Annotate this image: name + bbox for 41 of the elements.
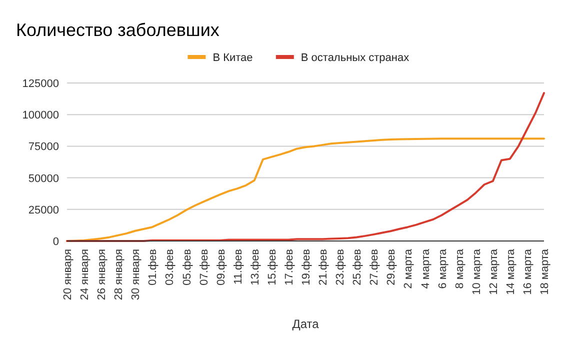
x-tick-label: 14 марта [504,248,517,295]
x-tick-label: 24 января [79,248,92,300]
x-tick-label: 16 марта [522,248,534,295]
x-tick-label: 29.фев [386,248,398,286]
y-tick-label: 100000 [22,110,59,122]
x-tick-label: 6 марта [436,248,449,289]
y-tick-label: 0 [52,236,59,248]
x-tick-label: 09.фев [215,248,228,286]
x-tick-label: 4 марта [420,248,432,289]
x-tick-label: 21.фев [318,248,330,286]
legend-label: В остальных странах [300,52,410,64]
y-tick-label: 50000 [28,172,59,185]
x-tick-label: 2 марта [402,248,415,289]
x-tick-label: 18 марта [539,248,551,295]
x-tick-label: 27.фев [368,248,381,286]
x-tick-label: 05.фев [181,248,194,286]
x-tick-label: 15.фев [266,248,278,286]
x-tick-label: 28 января [113,248,126,300]
y-tick-label: 25000 [28,204,59,216]
x-tick-label: 10 марта [470,248,483,295]
x-tick-label: 11.фев [232,248,244,284]
x-tick-label: 8 марта [454,248,466,289]
x-axis-title: Дата [292,317,320,331]
legend-label: В Китае [212,52,253,64]
x-tick-label: 17.фев [283,248,296,286]
x-tick-label: 03.фев [164,248,176,286]
chart-title: Количество заболевших [16,20,220,40]
y-tick-label: 75000 [28,141,59,154]
x-tick-label: 12 марта [488,248,500,295]
x-tick-label: 20 января [62,248,74,300]
x-tick-label: 01.фев [147,248,160,286]
y-tick-label: 125000 [22,78,59,90]
x-tick-label: 30 января [130,248,142,300]
x-tick-label: 07.фев [198,248,210,286]
x-tick-label: 26 января [96,248,108,300]
x-tick-label: 19.фев [300,248,312,286]
line-series [66,138,545,242]
x-tick-label: 25.фев [352,248,364,286]
x-tick-label: 13.фев [249,248,262,286]
line-series [66,92,545,242]
x-tick-label: 23.фев [334,248,347,286]
